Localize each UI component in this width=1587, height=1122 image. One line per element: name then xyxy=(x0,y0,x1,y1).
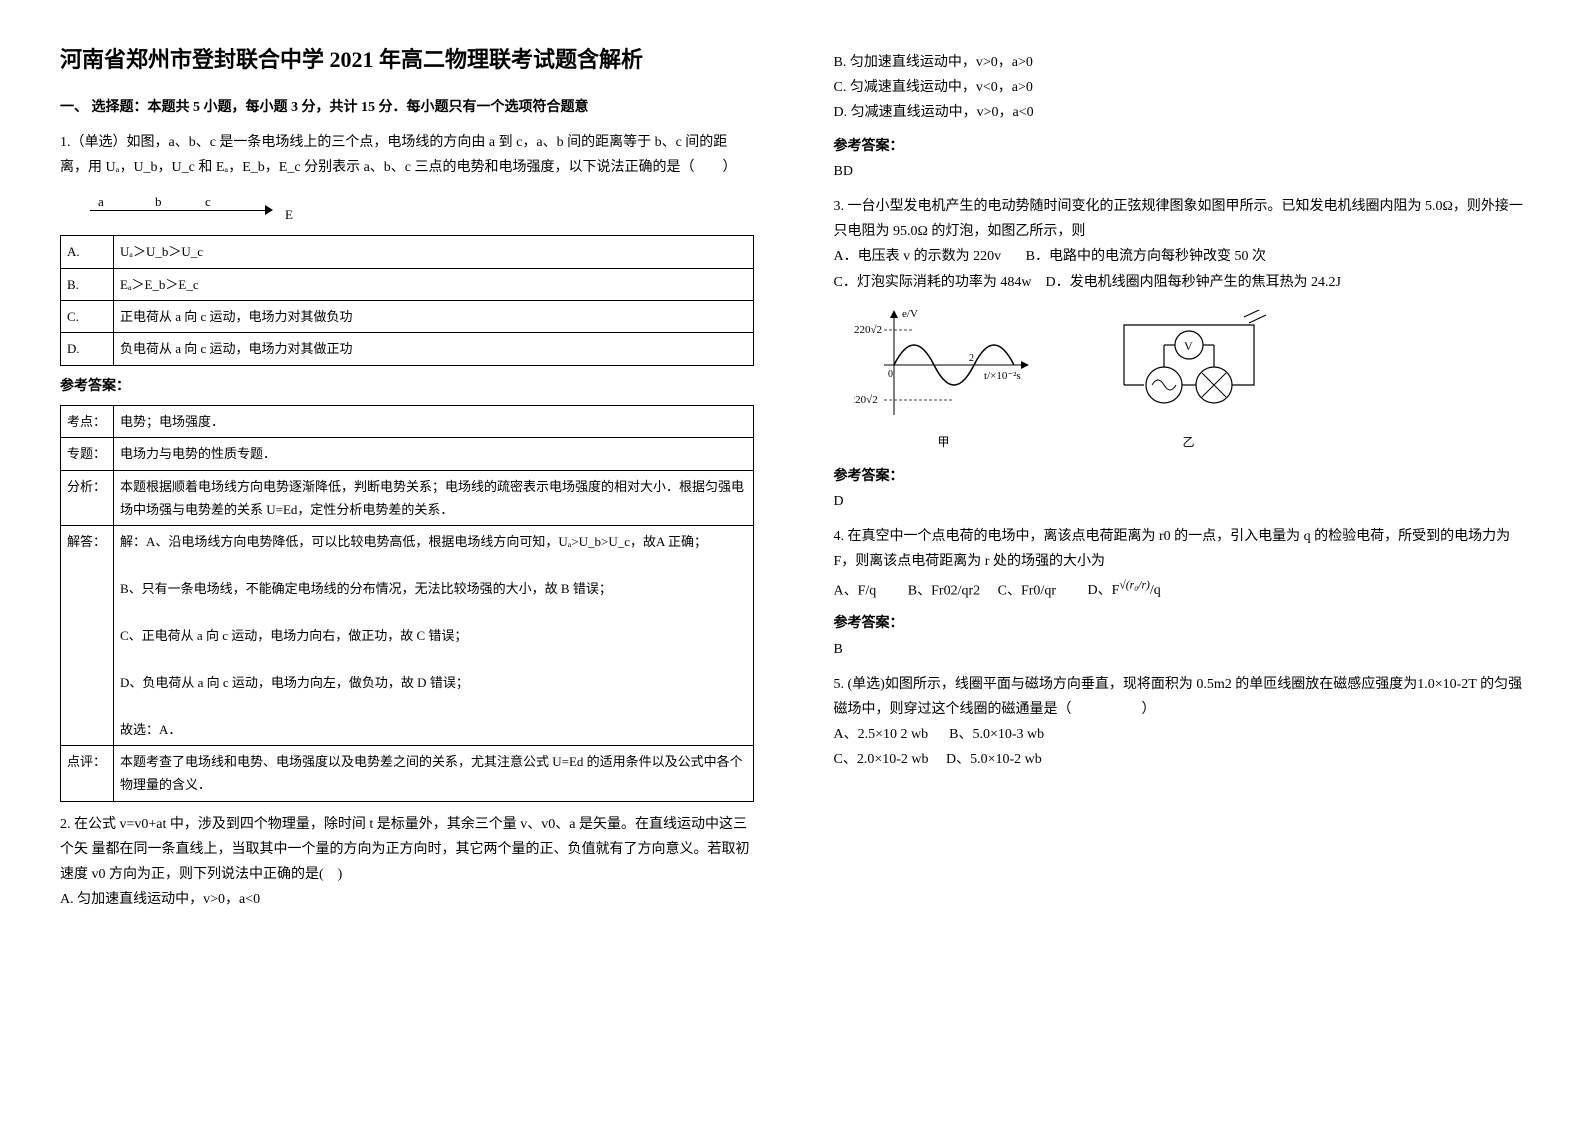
row-label: 分析： xyxy=(61,470,114,526)
field-line xyxy=(90,210,270,211)
opt-text: 正电荷从 a 向 c 运动，电场力对其做负功 xyxy=(114,300,754,332)
q3-optD: D．发电机线圈内阻每秒钟产生的焦耳热为 24.2J xyxy=(1045,275,1341,290)
q4-stem: 4. 在真空中一个点电荷的电场中，离该点电荷距离为 r0 的一点，引入电量为 q… xyxy=(834,524,1528,574)
row-label: 点评： xyxy=(61,745,114,801)
q2-stem: 2. 在公式 v=v0+at 中，涉及到四个物理量，除时间 t 是标量外，其余三… xyxy=(60,812,754,888)
opt-label: C. xyxy=(61,300,114,332)
row-text: 本题考查了电场线和电势、电场强度以及电势差之间的关系，尤其注意公式 U=Ed 的… xyxy=(114,745,754,801)
analysis-line: C、正电荷从 a 向 c 运动，电场力向右，做正功，故 C 错误； xyxy=(120,624,747,647)
question-5: 5. (单选)如图所示，线圈平面与磁场方向垂直，现将面积为 0.5m2 的单匝线… xyxy=(834,672,1528,773)
point-c-label: c xyxy=(205,190,211,213)
answer-value: BD xyxy=(834,159,1528,184)
field-label-e: E xyxy=(285,203,293,226)
q2-optD: D. 匀减速直线运动中，v>0，a<0 xyxy=(834,100,1528,125)
section-heading: 一、 选择题：本题共 5 小题，每小题 3 分，共计 15 分．每小题只有一个选… xyxy=(60,95,754,120)
svg-text:t/×10⁻²s: t/×10⁻²s xyxy=(984,370,1021,382)
point-b-label: b xyxy=(155,190,162,213)
q3-stem: 3. 一台小型发电机产生的电动势随时间变化的正弦规律图象如图甲所示。已知发电机线… xyxy=(834,194,1528,244)
q4-optD: D、F√(r₀/r)/q xyxy=(1087,583,1160,598)
question-2-cont: B. 匀加速直线运动中，v>0，a>0 C. 匀减速直线运动中，v<0，a>0 … xyxy=(834,50,1528,184)
q3-optB: B．电路中的电流方向每秒钟改变 50 次 xyxy=(1026,249,1266,264)
row-text: 电势；电场强度． xyxy=(114,405,754,437)
answer-label: 参考答案： xyxy=(834,134,1528,159)
row-label: 考点： xyxy=(61,405,114,437)
analysis-line: 故选：A． xyxy=(120,718,747,741)
q5-opts-row2: C、2.0×10-2 wb D、5.0×10-2 wb xyxy=(834,747,1528,772)
circuit-diagram: V 乙 xyxy=(1094,305,1284,454)
q1-diagram: a b c E xyxy=(90,195,290,225)
answer-value: B xyxy=(834,637,1528,662)
q2-optB: B. 匀加速直线运动中，v>0，a>0 xyxy=(834,50,1528,75)
opt-text: Uₐ＞U_b＞U_c xyxy=(114,236,754,268)
sine-graph: 220√2 -220√2 e/V 2 t/×10⁻²s 0 甲 xyxy=(854,305,1034,454)
page-title: 河南省郑州市登封联合中学 2021 年高二物理联考试题含解析 xyxy=(60,40,754,80)
opt-label: A. xyxy=(61,236,114,268)
svg-text:220√2: 220√2 xyxy=(854,324,882,336)
opt-label: D. xyxy=(61,333,114,365)
svg-text:0: 0 xyxy=(888,369,893,380)
row-label: 解答： xyxy=(61,526,114,746)
q4-optB: B、Fr02/qr2 xyxy=(908,583,980,598)
caption-yi: 乙 xyxy=(1094,432,1284,454)
answer-label: 参考答案： xyxy=(60,374,754,399)
q1-options-table: A.Uₐ＞U_b＞U_c B.Eₐ＞E_b＞E_c C.正电荷从 a 向 c 运… xyxy=(60,235,754,366)
q5-optB: B、5.0×10-3 wb xyxy=(949,727,1044,742)
q4-optA: A、F/q xyxy=(834,583,877,598)
row-label: 专题： xyxy=(61,438,114,470)
answer-value: D xyxy=(834,489,1528,514)
q5-opts-row1: A、2.5×10 2 wb B、5.0×10-3 wb xyxy=(834,722,1528,747)
analysis-line: B、只有一条电场线，不能确定电场线的分布情况，无法比较场强的大小，故 B 错误； xyxy=(120,577,747,600)
q1-stem: 1.（单选）如图，a、b、c 是一条电场线上的三个点，电场线的方向由 a 到 c… xyxy=(60,130,754,180)
svg-text:2: 2 xyxy=(969,353,974,364)
svg-text:V: V xyxy=(1184,339,1193,353)
q3-optC: C．灯泡实际消耗的功率为 484w xyxy=(834,275,1032,290)
q5-stem: 5. (单选)如图所示，线圈平面与磁场方向垂直，现将面积为 0.5m2 的单匝线… xyxy=(834,672,1528,722)
analysis-line: D、负电荷从 a 向 c 运动，电场力向左，做负功，故 D 错误； xyxy=(120,671,747,694)
q5-optD: D、5.0×10-2 wb xyxy=(946,752,1042,767)
opt-label: B. xyxy=(61,268,114,300)
caption-jia: 甲 xyxy=(854,432,1034,454)
q3-opts-row1: A．电压表 v 的示数为 220v B．电路中的电流方向每秒钟改变 50 次 xyxy=(834,244,1528,269)
answer-label: 参考答案： xyxy=(834,611,1528,636)
question-1: 1.（单选）如图，a、b、c 是一条电场线上的三个点，电场线的方向由 a 到 c… xyxy=(60,130,754,802)
q3-diagram: 220√2 -220√2 e/V 2 t/×10⁻²s 0 甲 xyxy=(854,305,1528,454)
q5-optA: A、2.5×10 2 wb xyxy=(834,727,929,742)
q1-analysis-table: 考点：电势；电场强度． 专题：电场力与电势的性质专题． 分析：本题根据顺着电场线… xyxy=(60,405,754,802)
svg-text:e/V: e/V xyxy=(902,308,918,320)
arrow-icon xyxy=(265,205,273,215)
q2-optA: A. 匀加速直线运动中，v>0，a<0 xyxy=(60,887,754,912)
answer-label: 参考答案： xyxy=(834,464,1528,489)
opt-text: 负电荷从 a 向 c 运动，电场力对其做正功 xyxy=(114,333,754,365)
analysis-line: 解：A、沿电场线方向电势降低，可以比较电势高低，根据电场线方向可知，Uₐ>U_b… xyxy=(120,530,747,553)
q3-optA: A．电压表 v 的示数为 220v xyxy=(834,249,1002,264)
row-text: 电场力与电势的性质专题． xyxy=(114,438,754,470)
q5-optC: C、2.0×10-2 wb xyxy=(834,752,929,767)
opt-text: Eₐ＞E_b＞E_c xyxy=(114,268,754,300)
point-a-label: a xyxy=(98,190,104,213)
q4-optC: C、Fr0/qr xyxy=(998,583,1056,598)
q3-opts-row2: C．灯泡实际消耗的功率为 484w D．发电机线圈内阻每秒钟产生的焦耳热为 24… xyxy=(834,270,1528,295)
q4-options: A、F/q B、Fr02/qr2 C、Fr0/qr D、F√(r₀/r)/q xyxy=(834,575,1528,604)
question-3: 3. 一台小型发电机产生的电动势随时间变化的正弦规律图象如图甲所示。已知发电机线… xyxy=(834,194,1528,514)
q2-optC: C. 匀减速直线运动中，v<0，a>0 xyxy=(834,75,1528,100)
question-4: 4. 在真空中一个点电荷的电场中，离该点电荷距离为 r0 的一点，引入电量为 q… xyxy=(834,524,1528,662)
row-text: 解：A、沿电场线方向电势降低，可以比较电势高低，根据电场线方向可知，Uₐ>U_b… xyxy=(114,526,754,746)
row-text: 本题根据顺着电场线方向电势逐渐降低，判断电势关系；电场线的疏密表示电场强度的相对… xyxy=(114,470,754,526)
svg-text:-220√2: -220√2 xyxy=(854,394,878,406)
question-2: 2. 在公式 v=v0+at 中，涉及到四个物理量，除时间 t 是标量外，其余三… xyxy=(60,812,754,913)
